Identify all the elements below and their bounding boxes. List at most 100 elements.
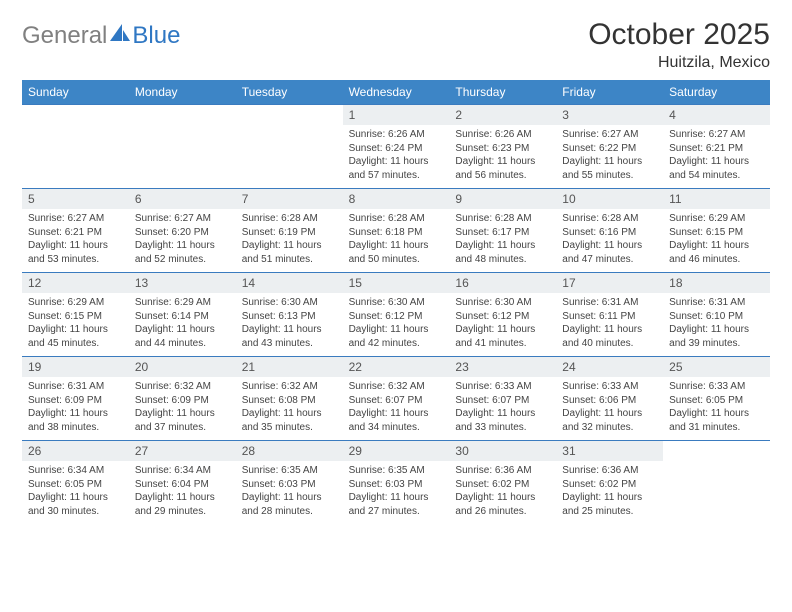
sunset-text: Sunset: 6:10 PM xyxy=(669,310,764,324)
daylight-text: Daylight: 11 hours and 54 minutes. xyxy=(669,155,764,182)
sunset-text: Sunset: 6:21 PM xyxy=(28,226,123,240)
daylight-text: Daylight: 11 hours and 56 minutes. xyxy=(455,155,550,182)
day-details: Sunrise: 6:27 AMSunset: 6:21 PMDaylight:… xyxy=(663,125,770,187)
sunset-text: Sunset: 6:06 PM xyxy=(562,394,657,408)
calendar-cell: 22Sunrise: 6:32 AMSunset: 6:07 PMDayligh… xyxy=(343,356,450,440)
sunrise-text: Sunrise: 6:32 AM xyxy=(135,380,230,394)
calendar-cell: 7Sunrise: 6:28 AMSunset: 6:19 PMDaylight… xyxy=(236,188,343,272)
sunrise-text: Sunrise: 6:35 AM xyxy=(349,464,444,478)
day-details: Sunrise: 6:28 AMSunset: 6:17 PMDaylight:… xyxy=(449,209,556,271)
day-details: Sunrise: 6:33 AMSunset: 6:05 PMDaylight:… xyxy=(663,377,770,439)
day-number: 31 xyxy=(556,441,663,461)
daylight-text: Daylight: 11 hours and 52 minutes. xyxy=(135,239,230,266)
sunrise-text: Sunrise: 6:33 AM xyxy=(455,380,550,394)
daylight-text: Daylight: 11 hours and 45 minutes. xyxy=(28,323,123,350)
sunset-text: Sunset: 6:15 PM xyxy=(669,226,764,240)
calendar-cell: 6Sunrise: 6:27 AMSunset: 6:20 PMDaylight… xyxy=(129,188,236,272)
sunrise-text: Sunrise: 6:28 AM xyxy=(562,212,657,226)
daylight-text: Daylight: 11 hours and 55 minutes. xyxy=(562,155,657,182)
calendar-cell: 2Sunrise: 6:26 AMSunset: 6:23 PMDaylight… xyxy=(449,104,556,188)
calendar-cell: 17Sunrise: 6:31 AMSunset: 6:11 PMDayligh… xyxy=(556,272,663,356)
day-details: Sunrise: 6:32 AMSunset: 6:09 PMDaylight:… xyxy=(129,377,236,439)
sunrise-text: Sunrise: 6:36 AM xyxy=(455,464,550,478)
calendar-cell: 13Sunrise: 6:29 AMSunset: 6:14 PMDayligh… xyxy=(129,272,236,356)
calendar-cell: 14Sunrise: 6:30 AMSunset: 6:13 PMDayligh… xyxy=(236,272,343,356)
title-block: October 2025 Huitzila, Mexico xyxy=(588,18,770,72)
sunset-text: Sunset: 6:02 PM xyxy=(455,478,550,492)
sunrise-text: Sunrise: 6:31 AM xyxy=(669,296,764,310)
day-details: Sunrise: 6:26 AMSunset: 6:24 PMDaylight:… xyxy=(343,125,450,187)
sunset-text: Sunset: 6:22 PM xyxy=(562,142,657,156)
calendar-grid: 0001Sunrise: 6:26 AMSunset: 6:24 PMDayli… xyxy=(22,104,770,524)
sunrise-text: Sunrise: 6:26 AM xyxy=(455,128,550,142)
sunset-text: Sunset: 6:16 PM xyxy=(562,226,657,240)
calendar-weekday-header: SundayMondayTuesdayWednesdayThursdayFrid… xyxy=(22,80,770,104)
day-number: 12 xyxy=(22,273,129,293)
day-number: 25 xyxy=(663,357,770,377)
daylight-text: Daylight: 11 hours and 37 minutes. xyxy=(135,407,230,434)
calendar-cell: 4Sunrise: 6:27 AMSunset: 6:21 PMDaylight… xyxy=(663,104,770,188)
calendar-cell: 29Sunrise: 6:35 AMSunset: 6:03 PMDayligh… xyxy=(343,440,450,524)
day-number: 5 xyxy=(22,189,129,209)
sunset-text: Sunset: 6:19 PM xyxy=(242,226,337,240)
weekday-label: Tuesday xyxy=(236,80,343,104)
calendar-cell: 18Sunrise: 6:31 AMSunset: 6:10 PMDayligh… xyxy=(663,272,770,356)
sunset-text: Sunset: 6:21 PM xyxy=(669,142,764,156)
day-number: 2 xyxy=(449,105,556,125)
header-row: General Blue October 2025 Huitzila, Mexi… xyxy=(22,18,770,72)
weekday-label: Thursday xyxy=(449,80,556,104)
sunset-text: Sunset: 6:05 PM xyxy=(28,478,123,492)
day-details: Sunrise: 6:30 AMSunset: 6:12 PMDaylight:… xyxy=(449,293,556,355)
day-number: 9 xyxy=(449,189,556,209)
calendar-cell: 16Sunrise: 6:30 AMSunset: 6:12 PMDayligh… xyxy=(449,272,556,356)
sunrise-text: Sunrise: 6:29 AM xyxy=(669,212,764,226)
daylight-text: Daylight: 11 hours and 35 minutes. xyxy=(242,407,337,434)
weekday-label: Monday xyxy=(129,80,236,104)
sunrise-text: Sunrise: 6:27 AM xyxy=(669,128,764,142)
day-details: Sunrise: 6:27 AMSunset: 6:20 PMDaylight:… xyxy=(129,209,236,271)
day-number: 30 xyxy=(449,441,556,461)
calendar-page: General Blue October 2025 Huitzila, Mexi… xyxy=(0,0,792,534)
daylight-text: Daylight: 11 hours and 47 minutes. xyxy=(562,239,657,266)
weekday-label: Wednesday xyxy=(343,80,450,104)
daylight-text: Daylight: 11 hours and 48 minutes. xyxy=(455,239,550,266)
sunrise-text: Sunrise: 6:28 AM xyxy=(349,212,444,226)
sunrise-text: Sunrise: 6:36 AM xyxy=(562,464,657,478)
sunset-text: Sunset: 6:04 PM xyxy=(135,478,230,492)
sunrise-text: Sunrise: 6:33 AM xyxy=(669,380,764,394)
day-number: 15 xyxy=(343,273,450,293)
calendar-cell: 28Sunrise: 6:35 AMSunset: 6:03 PMDayligh… xyxy=(236,440,343,524)
weekday-label: Sunday xyxy=(22,80,129,104)
day-number: 13 xyxy=(129,273,236,293)
day-number: 6 xyxy=(129,189,236,209)
day-number: 19 xyxy=(22,357,129,377)
logo-text-blue: Blue xyxy=(132,22,180,50)
calendar-cell: 24Sunrise: 6:33 AMSunset: 6:06 PMDayligh… xyxy=(556,356,663,440)
day-number: 29 xyxy=(343,441,450,461)
daylight-text: Daylight: 11 hours and 38 minutes. xyxy=(28,407,123,434)
daylight-text: Daylight: 11 hours and 29 minutes. xyxy=(135,491,230,518)
day-details: Sunrise: 6:29 AMSunset: 6:14 PMDaylight:… xyxy=(129,293,236,355)
calendar-cell-blank: 0 xyxy=(236,104,343,188)
calendar-cell: 30Sunrise: 6:36 AMSunset: 6:02 PMDayligh… xyxy=(449,440,556,524)
day-number: 21 xyxy=(236,357,343,377)
logo-sail-icon xyxy=(109,23,131,48)
day-details: Sunrise: 6:34 AMSunset: 6:04 PMDaylight:… xyxy=(129,461,236,523)
calendar-cell: 21Sunrise: 6:32 AMSunset: 6:08 PMDayligh… xyxy=(236,356,343,440)
sunrise-text: Sunrise: 6:30 AM xyxy=(242,296,337,310)
sunset-text: Sunset: 6:12 PM xyxy=(349,310,444,324)
daylight-text: Daylight: 11 hours and 41 minutes. xyxy=(455,323,550,350)
sunset-text: Sunset: 6:12 PM xyxy=(455,310,550,324)
day-number: 3 xyxy=(556,105,663,125)
month-title: October 2025 xyxy=(588,18,770,52)
sunset-text: Sunset: 6:03 PM xyxy=(349,478,444,492)
sunset-text: Sunset: 6:20 PM xyxy=(135,226,230,240)
calendar-cell: 9Sunrise: 6:28 AMSunset: 6:17 PMDaylight… xyxy=(449,188,556,272)
day-number: 26 xyxy=(22,441,129,461)
sunrise-text: Sunrise: 6:27 AM xyxy=(28,212,123,226)
day-number: 14 xyxy=(236,273,343,293)
daylight-text: Daylight: 11 hours and 53 minutes. xyxy=(28,239,123,266)
sunrise-text: Sunrise: 6:32 AM xyxy=(349,380,444,394)
day-number: 11 xyxy=(663,189,770,209)
day-details: Sunrise: 6:30 AMSunset: 6:13 PMDaylight:… xyxy=(236,293,343,355)
